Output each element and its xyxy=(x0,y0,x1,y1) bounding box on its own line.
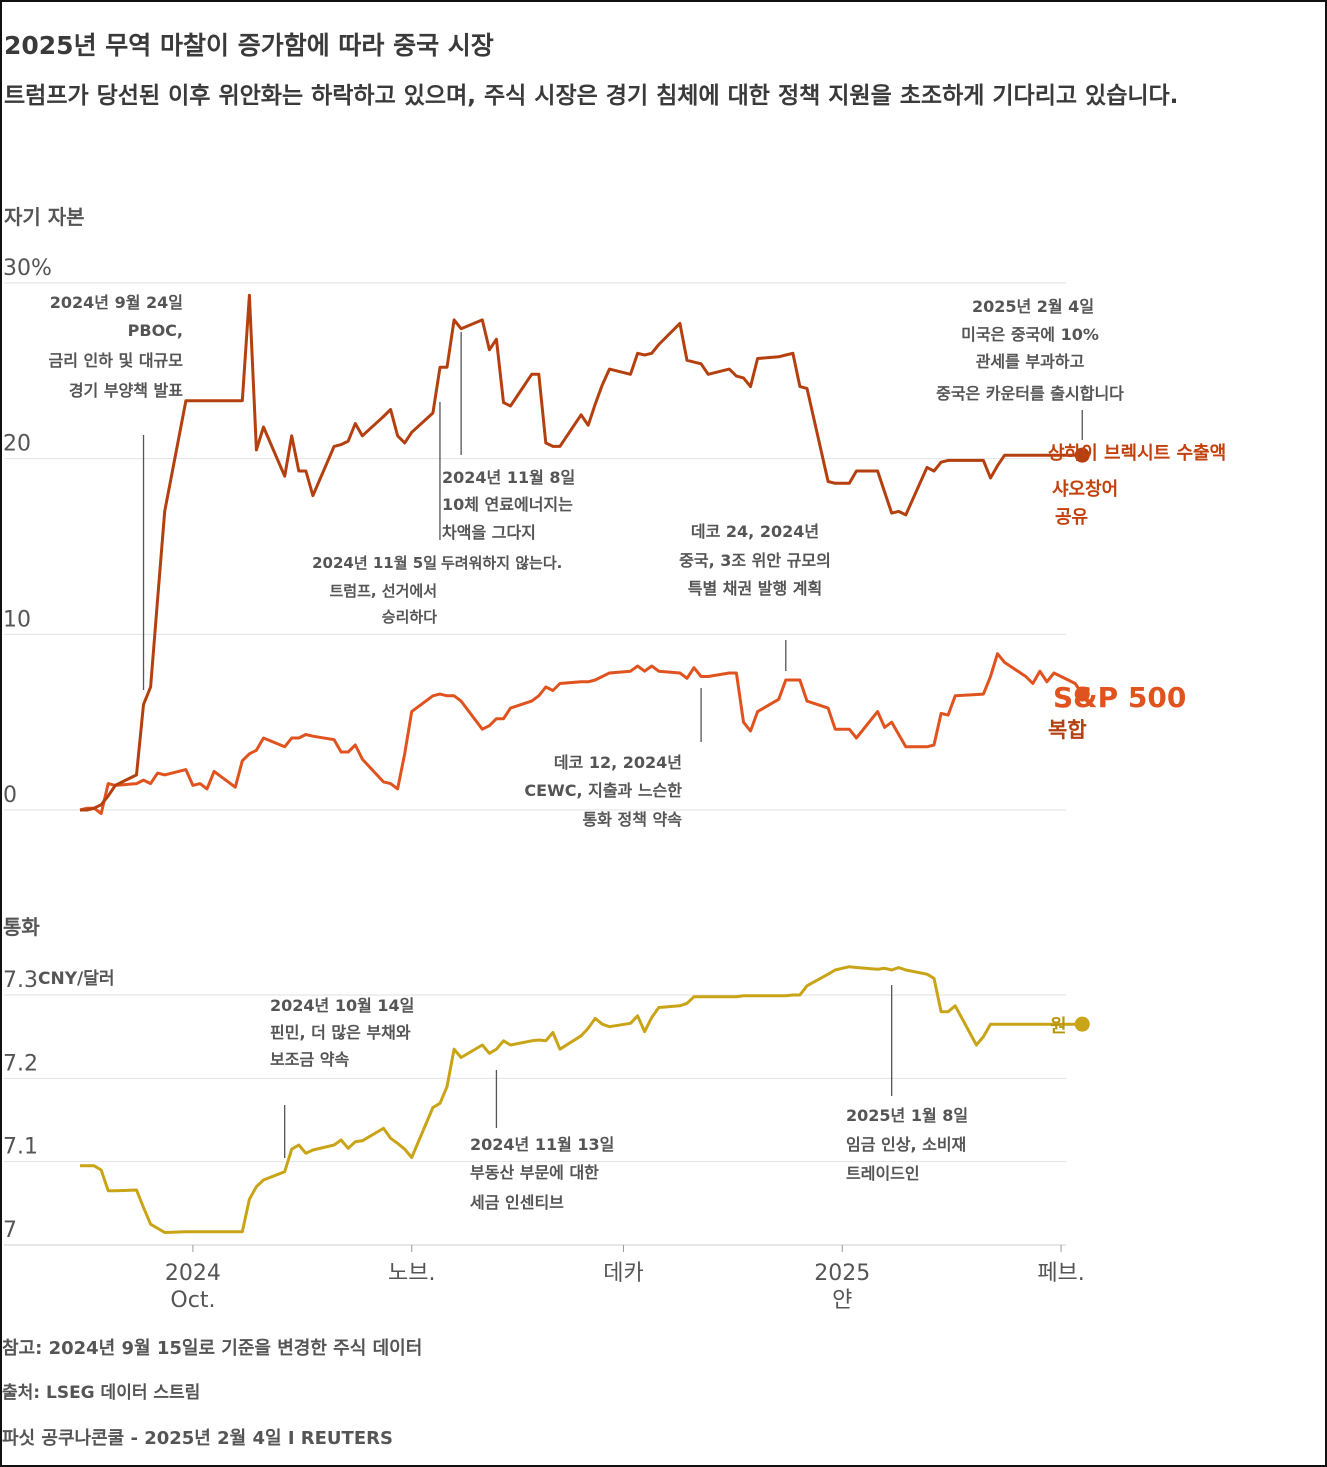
annotation-nov13: 세금 인센티브 xyxy=(470,1193,564,1212)
x-tick-label: 노브. xyxy=(388,1261,435,1286)
annotation-oct14: 보조금 약속 xyxy=(270,1050,349,1069)
yuan-line-end-marker xyxy=(1074,1016,1090,1032)
shanghai-line xyxy=(80,293,1083,812)
currency-y-tick-label: 7.2 xyxy=(3,1051,38,1076)
sp500-line-end-marker xyxy=(1074,686,1090,702)
annotation-tariff: 미국은 중국에 10% xyxy=(961,325,1099,344)
footer-note: 참고: 2024년 9월 15일로 기준을 변경한 주식 데이터 xyxy=(2,1338,423,1359)
annotation-pboc: 2024년 9월 24일 xyxy=(50,293,183,312)
equity-section-label: 자기 자본 xyxy=(4,205,85,229)
annotation-jan8: 트레이드인 xyxy=(846,1164,920,1183)
currency-section-label: 통화 xyxy=(3,915,40,939)
legend-label-sp500: S&P 500 xyxy=(1053,681,1186,714)
equity-y-tick-label: 30% xyxy=(3,256,52,281)
annotation-tariff: 2025년 2월 4일 xyxy=(972,297,1094,316)
annotation-tariff: 중국은 카운터를 출시합니다 xyxy=(936,384,1124,403)
equity-y-tick-label: 20 xyxy=(3,432,31,457)
x-tick-label: 2024 xyxy=(165,1261,221,1286)
currency-y-tick-label: 7.1 xyxy=(3,1135,38,1160)
legend-label-shanghai: 상하이 브렉시트 수출액 xyxy=(1048,443,1226,464)
legend-label-sp500: 복합 xyxy=(1048,718,1087,742)
annotation-oct14: 핀민, 더 많은 부채와 xyxy=(270,1023,411,1042)
sp500-line xyxy=(79,652,1084,815)
annotation-nov8: 두려워하지 않는다. xyxy=(441,554,562,572)
annotation-nov13: 부동산 부문에 대한 xyxy=(470,1163,599,1182)
yuan-line xyxy=(80,965,1083,1234)
x-tick-sublabel: 얀 xyxy=(832,1288,852,1313)
currency-unit-label: CNY/달러 xyxy=(38,968,115,989)
chart-subtitle: 트럼프가 당선된 이후 위안화는 하락하고 있으며, 주식 시장은 경기 침체에… xyxy=(4,83,1179,109)
annotation-nov8: 2024년 11월 8일 xyxy=(442,468,575,487)
annotation-jan8: 임금 인상, 소비재 xyxy=(846,1135,966,1154)
x-tick-label: 페브. xyxy=(1037,1261,1084,1286)
annotation-trump-win: 2024년 11월 5일 xyxy=(312,554,437,572)
currency-y-tick-label: 7 xyxy=(3,1218,17,1243)
legend-label-shanghai: 샤오창어 xyxy=(1052,479,1118,500)
footer-credit: 파싯 공쿠나콘쿨 - 2025년 2월 4일 I REUTERS xyxy=(2,1428,393,1449)
annotation-pboc: PBOC, xyxy=(128,321,183,340)
x-tick-label: 2025 xyxy=(814,1261,870,1286)
currency-y-tick-label: 7.3 xyxy=(3,968,38,993)
annotation-special-bonds: 특별 채권 발행 계획 xyxy=(688,579,822,598)
x-tick-label: 데카 xyxy=(603,1261,643,1286)
annotation-trump-win: 트럼프, 선거에서 xyxy=(329,582,437,600)
footer-source: 출처: LSEG 데이터 스트림 xyxy=(2,1383,201,1403)
annotation-tariff: 관세를 부과하고 xyxy=(976,352,1085,371)
shanghai-line-end-marker xyxy=(1074,447,1090,463)
annotation-special-bonds: 데코 24, 2024년 xyxy=(691,522,819,541)
annotation-cewc: 통화 정책 약속 xyxy=(583,810,683,829)
annotation-nov13: 2024년 11월 13일 xyxy=(470,1135,614,1154)
annotation-pboc: 경기 부양책 발표 xyxy=(69,381,183,400)
legend-label-shanghai: 공유 xyxy=(1055,507,1088,528)
annotation-cewc: 데코 12, 2024년 xyxy=(554,753,682,772)
legend-label-yuan: 원 xyxy=(1050,1016,1067,1037)
annotation-special-bonds: 중국, 3조 위안 규모의 xyxy=(679,551,831,570)
annotation-oct14: 2024년 10월 14일 xyxy=(270,996,414,1015)
annotation-pboc: 금리 인하 및 대규모 xyxy=(49,351,184,370)
chart-title: 2025년 무역 마찰이 증가함에 따라 중국 시장 xyxy=(4,31,494,60)
equity-y-tick-label: 10 xyxy=(3,607,31,632)
annotation-trump-win: 승리하다 xyxy=(382,608,437,626)
annotation-jan8: 2025년 1월 8일 xyxy=(846,1106,968,1125)
x-tick-sublabel: Oct. xyxy=(170,1288,215,1313)
annotation-cewc: CEWC, 지출과 느슨한 xyxy=(524,781,682,800)
annotation-nov8: 차액을 그다지 xyxy=(442,523,536,542)
equity-y-tick-label: 0 xyxy=(3,783,17,808)
annotation-nov8: 10체 연료에너지는 xyxy=(442,495,573,514)
